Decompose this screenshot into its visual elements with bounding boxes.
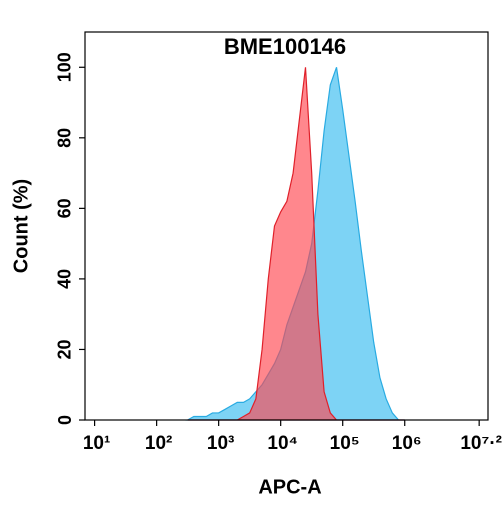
x-tick-label: 10¹ <box>83 433 110 454</box>
x-tick-label: 10³ <box>207 433 234 454</box>
x-tick-label: 10² <box>145 433 172 454</box>
y-axis-label: Count (%) <box>10 179 32 273</box>
y-tick-label: 20 <box>55 339 75 359</box>
x-tick-label: 10⁵ <box>330 433 360 454</box>
y-tick-label: 60 <box>55 198 75 218</box>
y-tick-label: 0 <box>55 415 75 425</box>
x-tick-label: 10⁴ <box>267 433 298 454</box>
plot-frame <box>84 31 489 421</box>
y-tick-label: 80 <box>55 128 75 148</box>
y-tick-label: 40 <box>55 269 75 289</box>
x-axis-label: APC-A <box>258 476 321 498</box>
chart-title: BME100146 <box>224 34 346 59</box>
x-tick-label: 10⁶ <box>392 433 422 454</box>
y-tick-label: 100 <box>55 52 75 82</box>
x-tick-label: 10⁷·² <box>460 433 502 454</box>
